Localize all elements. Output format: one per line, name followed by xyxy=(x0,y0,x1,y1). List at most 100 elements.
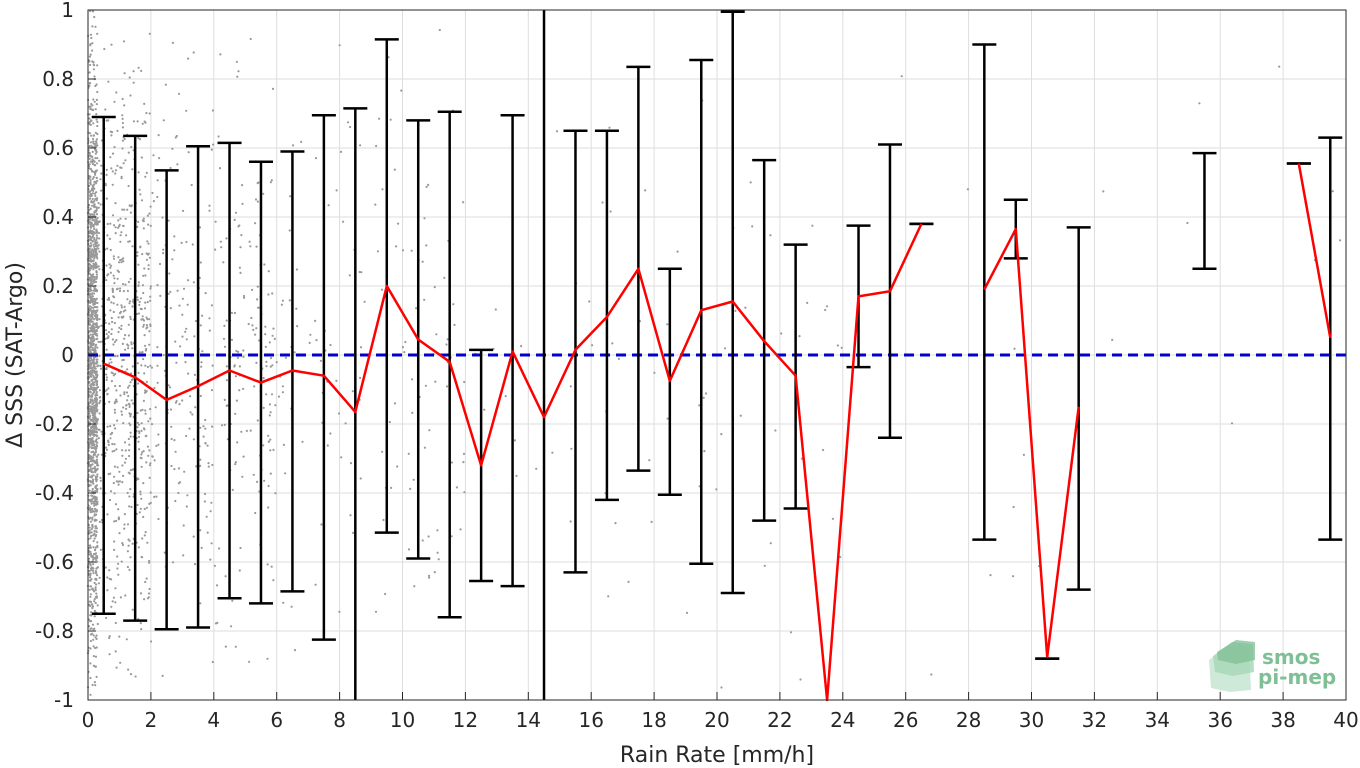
scatter-point xyxy=(256,285,259,288)
scatter-point xyxy=(142,323,145,326)
scatter-point xyxy=(136,120,139,123)
scatter-point xyxy=(199,426,202,429)
scatter-point xyxy=(121,454,124,457)
scatter-point xyxy=(149,224,152,227)
scatter-point xyxy=(91,340,94,343)
scatter-point xyxy=(156,346,159,349)
scatter-point xyxy=(188,427,191,430)
scatter-point xyxy=(89,639,92,643)
scatter-point xyxy=(110,131,114,134)
scatter-point xyxy=(111,287,114,290)
logo-text-line2: pi-mep xyxy=(1258,665,1336,689)
scatter-point xyxy=(115,389,118,392)
scatter-point xyxy=(96,309,99,312)
scatter-point xyxy=(93,257,96,260)
scatter-point xyxy=(142,399,145,402)
scatter-point xyxy=(90,367,94,370)
scatter-point xyxy=(95,218,98,221)
scatter-point xyxy=(308,341,311,344)
scatter-point xyxy=(513,439,517,442)
y-tick-label: -0.4 xyxy=(35,481,74,505)
scatter-point xyxy=(144,412,147,415)
scatter-point xyxy=(126,208,129,211)
scatter-point xyxy=(162,119,165,122)
scatter-point xyxy=(110,167,113,170)
scatter-point xyxy=(139,507,142,510)
scatter-point xyxy=(95,428,98,431)
scatter-point xyxy=(113,100,116,103)
scatter-point xyxy=(114,427,117,430)
scatter-point xyxy=(450,461,453,464)
scatter-point xyxy=(117,562,120,565)
scatter-point xyxy=(121,542,124,545)
scatter-point xyxy=(128,454,131,458)
scatter-point xyxy=(139,456,142,459)
scatter-point xyxy=(96,604,99,607)
scatter-point xyxy=(130,505,133,509)
scatter-point xyxy=(90,264,93,267)
scatter-point xyxy=(92,482,95,485)
x-tick-label: 26 xyxy=(893,708,918,732)
y-tick-label: 0.8 xyxy=(42,67,74,91)
scatter-point xyxy=(94,205,97,208)
scatter-point xyxy=(113,354,117,357)
scatter-point xyxy=(92,134,95,137)
scatter-point xyxy=(150,423,154,426)
scatter-point xyxy=(92,262,95,265)
scatter-point xyxy=(438,28,441,32)
scatter-point xyxy=(91,490,94,493)
scatter-point xyxy=(95,384,98,387)
scatter-point xyxy=(92,233,95,236)
scatter-point xyxy=(112,274,115,277)
scatter-point xyxy=(109,222,112,225)
scatter-point xyxy=(989,574,992,577)
scatter-point xyxy=(94,665,97,668)
scatter-point xyxy=(124,449,127,452)
scatter-point xyxy=(146,541,149,544)
x-tick-label: 14 xyxy=(516,708,541,732)
scatter-point xyxy=(296,325,299,328)
scatter-point xyxy=(201,350,204,353)
scatter-point xyxy=(329,343,332,347)
scatter-point xyxy=(93,238,96,241)
scatter-point xyxy=(92,309,95,312)
scatter-point xyxy=(139,245,142,248)
scatter-point xyxy=(98,318,101,321)
scatter-point xyxy=(94,243,97,246)
scatter-point xyxy=(96,237,99,240)
scatter-point xyxy=(91,487,94,491)
scatter-point xyxy=(93,292,96,295)
scatter-point xyxy=(463,380,466,384)
scatter-point xyxy=(93,183,96,186)
scatter-point xyxy=(130,341,133,344)
scatter-point xyxy=(119,234,122,237)
scatter-point xyxy=(96,90,99,94)
scatter-point xyxy=(98,389,101,392)
scatter-point xyxy=(94,588,97,591)
scatter-point xyxy=(98,325,101,328)
scatter-point xyxy=(607,595,610,598)
scatter-point xyxy=(91,623,95,626)
scatter-point xyxy=(124,594,127,597)
scatter-point xyxy=(121,464,124,467)
scatter-point xyxy=(113,321,116,325)
scatter-point xyxy=(96,418,100,421)
scatter-point xyxy=(121,117,124,120)
scatter-point xyxy=(122,474,125,477)
scatter-point xyxy=(96,622,99,626)
scatter-point xyxy=(122,422,125,425)
scatter-point xyxy=(187,279,190,282)
scatter-point xyxy=(90,280,93,283)
scatter-point xyxy=(99,367,103,370)
scatter-point xyxy=(88,603,91,606)
scatter-point xyxy=(118,312,122,315)
scatter-point xyxy=(215,584,219,587)
scatter-point xyxy=(393,168,396,171)
scatter-point xyxy=(91,311,94,314)
scatter-point xyxy=(92,450,95,453)
scatter-point xyxy=(156,381,159,384)
scatter-point xyxy=(124,159,127,162)
scatter-point xyxy=(88,263,91,266)
scatter-point xyxy=(282,601,285,604)
y-tick-label: 0 xyxy=(61,343,74,367)
